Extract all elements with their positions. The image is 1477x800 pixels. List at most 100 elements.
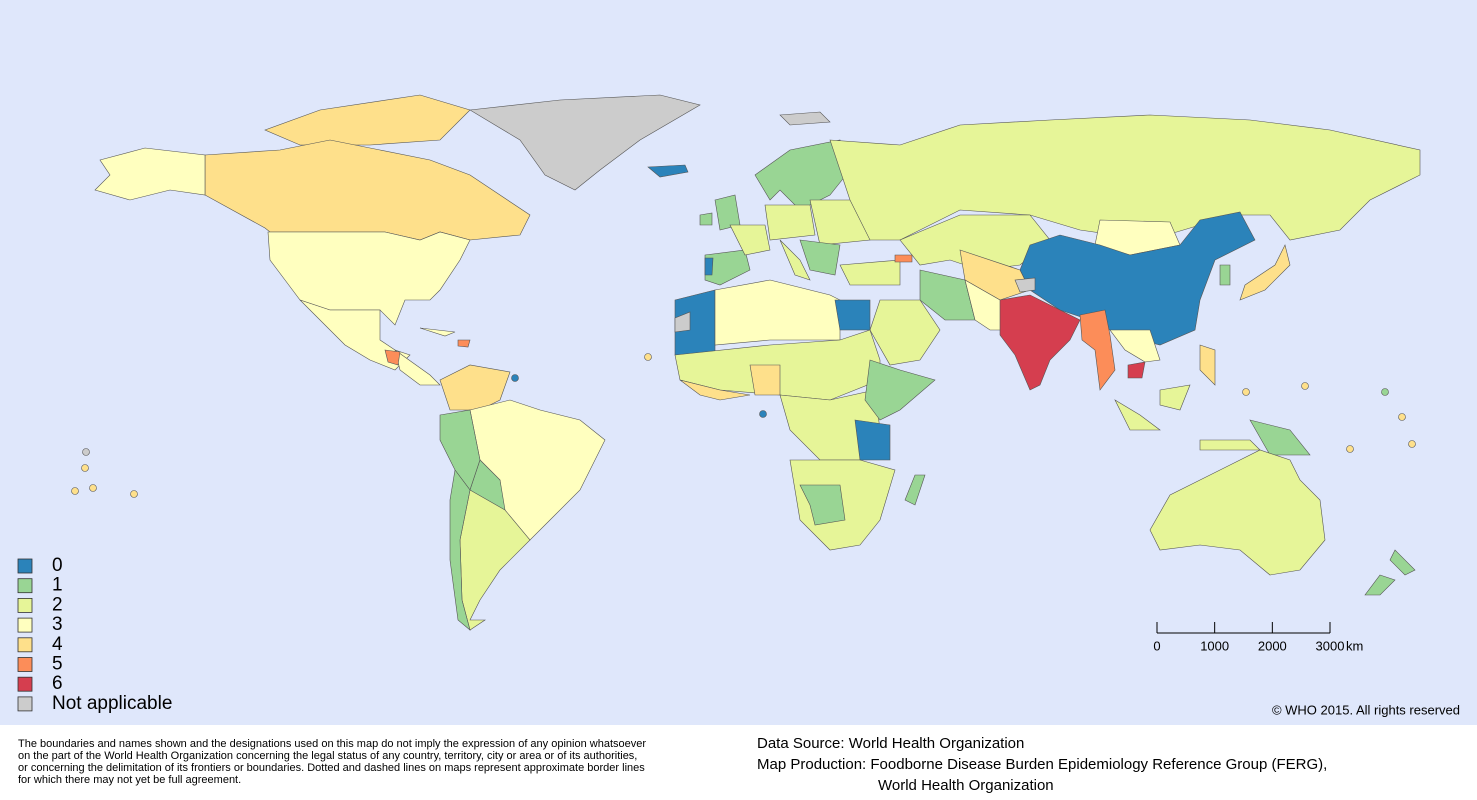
legend-label: 1	[52, 575, 63, 596]
country	[799, 484, 846, 526]
island-marker	[644, 353, 652, 361]
country	[1364, 574, 1396, 596]
copyright: © WHO 2015. All rights reserved	[1272, 702, 1460, 717]
legend-swatch	[17, 637, 33, 653]
country	[457, 339, 471, 348]
country	[419, 327, 456, 337]
country	[1114, 399, 1161, 431]
country	[754, 139, 851, 211]
country	[899, 214, 1051, 271]
country	[674, 311, 691, 333]
legend-swatch	[17, 598, 33, 613]
island-marker	[1346, 445, 1354, 453]
country	[1149, 449, 1326, 576]
country	[1219, 264, 1231, 286]
country	[839, 259, 901, 286]
legend-swatch	[17, 578, 33, 594]
disclaimer-line: The boundaries and names shown and the d…	[18, 738, 646, 750]
island-marker	[89, 484, 97, 492]
country	[384, 349, 401, 366]
legend-swatch	[17, 558, 33, 574]
country	[439, 364, 511, 411]
scale-unit: km	[1346, 638, 1363, 653]
country	[449, 469, 471, 631]
map-production: World Health Organization	[878, 777, 1054, 794]
country	[749, 364, 781, 396]
country	[1019, 211, 1256, 346]
country	[699, 212, 713, 226]
legend-label: 4	[52, 634, 63, 655]
legend-swatch	[17, 676, 33, 692]
country	[1127, 361, 1146, 379]
country	[894, 254, 913, 263]
country	[1249, 419, 1311, 456]
country	[779, 239, 811, 281]
island-marker	[81, 464, 89, 472]
disclaimer-line: on the part of the World Health Organiza…	[18, 750, 637, 762]
island-marker	[130, 490, 138, 498]
country	[864, 359, 936, 421]
legend-label: 3	[52, 614, 63, 635]
country	[647, 164, 689, 178]
disclaimer-line: or concerning the delimitation of its fr…	[18, 762, 645, 774]
island-marker	[71, 487, 79, 495]
country	[779, 111, 831, 126]
country	[704, 249, 751, 286]
scale-tick-label: 3000	[1316, 638, 1345, 653]
country	[299, 299, 411, 371]
country	[94, 147, 206, 201]
country	[959, 249, 1031, 301]
island-marker	[1381, 388, 1389, 396]
disclaimer-line: for which there may not yet be full agre…	[18, 774, 241, 786]
country	[1239, 244, 1291, 301]
island-marker	[1242, 388, 1250, 396]
country	[204, 139, 531, 241]
island-marker	[759, 410, 767, 418]
country	[1199, 344, 1216, 386]
country	[919, 269, 976, 321]
legend-swatch	[17, 657, 33, 672]
country	[904, 474, 926, 506]
island-marker	[1398, 413, 1406, 421]
island-marker	[82, 448, 90, 456]
legend-swatch	[17, 696, 33, 712]
country	[829, 114, 1421, 241]
country	[729, 224, 771, 256]
country	[679, 379, 751, 401]
country	[1109, 329, 1161, 363]
country	[999, 294, 1081, 391]
country	[1199, 439, 1261, 451]
legend-label: 6	[52, 673, 63, 694]
country	[1079, 309, 1116, 391]
country	[469, 94, 701, 191]
land-layer	[71, 94, 1421, 631]
country	[394, 349, 441, 386]
scale-bar: 0 1000 2000 3000 km	[1153, 622, 1363, 653]
island-marker	[1301, 382, 1309, 390]
scale-tick-label: 0	[1153, 638, 1160, 653]
legend-label: 2	[52, 594, 63, 615]
scale-tick-label: 1000	[1200, 638, 1229, 653]
country	[704, 257, 714, 276]
scale-tick-label: 2000	[1258, 638, 1287, 653]
country	[799, 239, 841, 276]
map-production: Map Production: Foodborne Disease Burden…	[757, 756, 1327, 773]
country	[267, 231, 471, 326]
country	[1159, 384, 1191, 411]
country	[854, 419, 891, 461]
country	[834, 299, 871, 331]
disclaimer: The boundaries and names shown and the d…	[18, 738, 646, 786]
country	[764, 204, 816, 241]
island-marker	[1408, 440, 1416, 448]
legend-label: 0	[52, 555, 63, 576]
island-marker	[511, 374, 519, 382]
data-source: Data Source: World Health Organization	[757, 735, 1024, 752]
country	[1389, 549, 1416, 576]
legend-label: Not applicable	[52, 693, 172, 714]
legend-label: 5	[52, 654, 63, 675]
legend-swatch	[17, 617, 33, 633]
country	[1014, 277, 1036, 293]
